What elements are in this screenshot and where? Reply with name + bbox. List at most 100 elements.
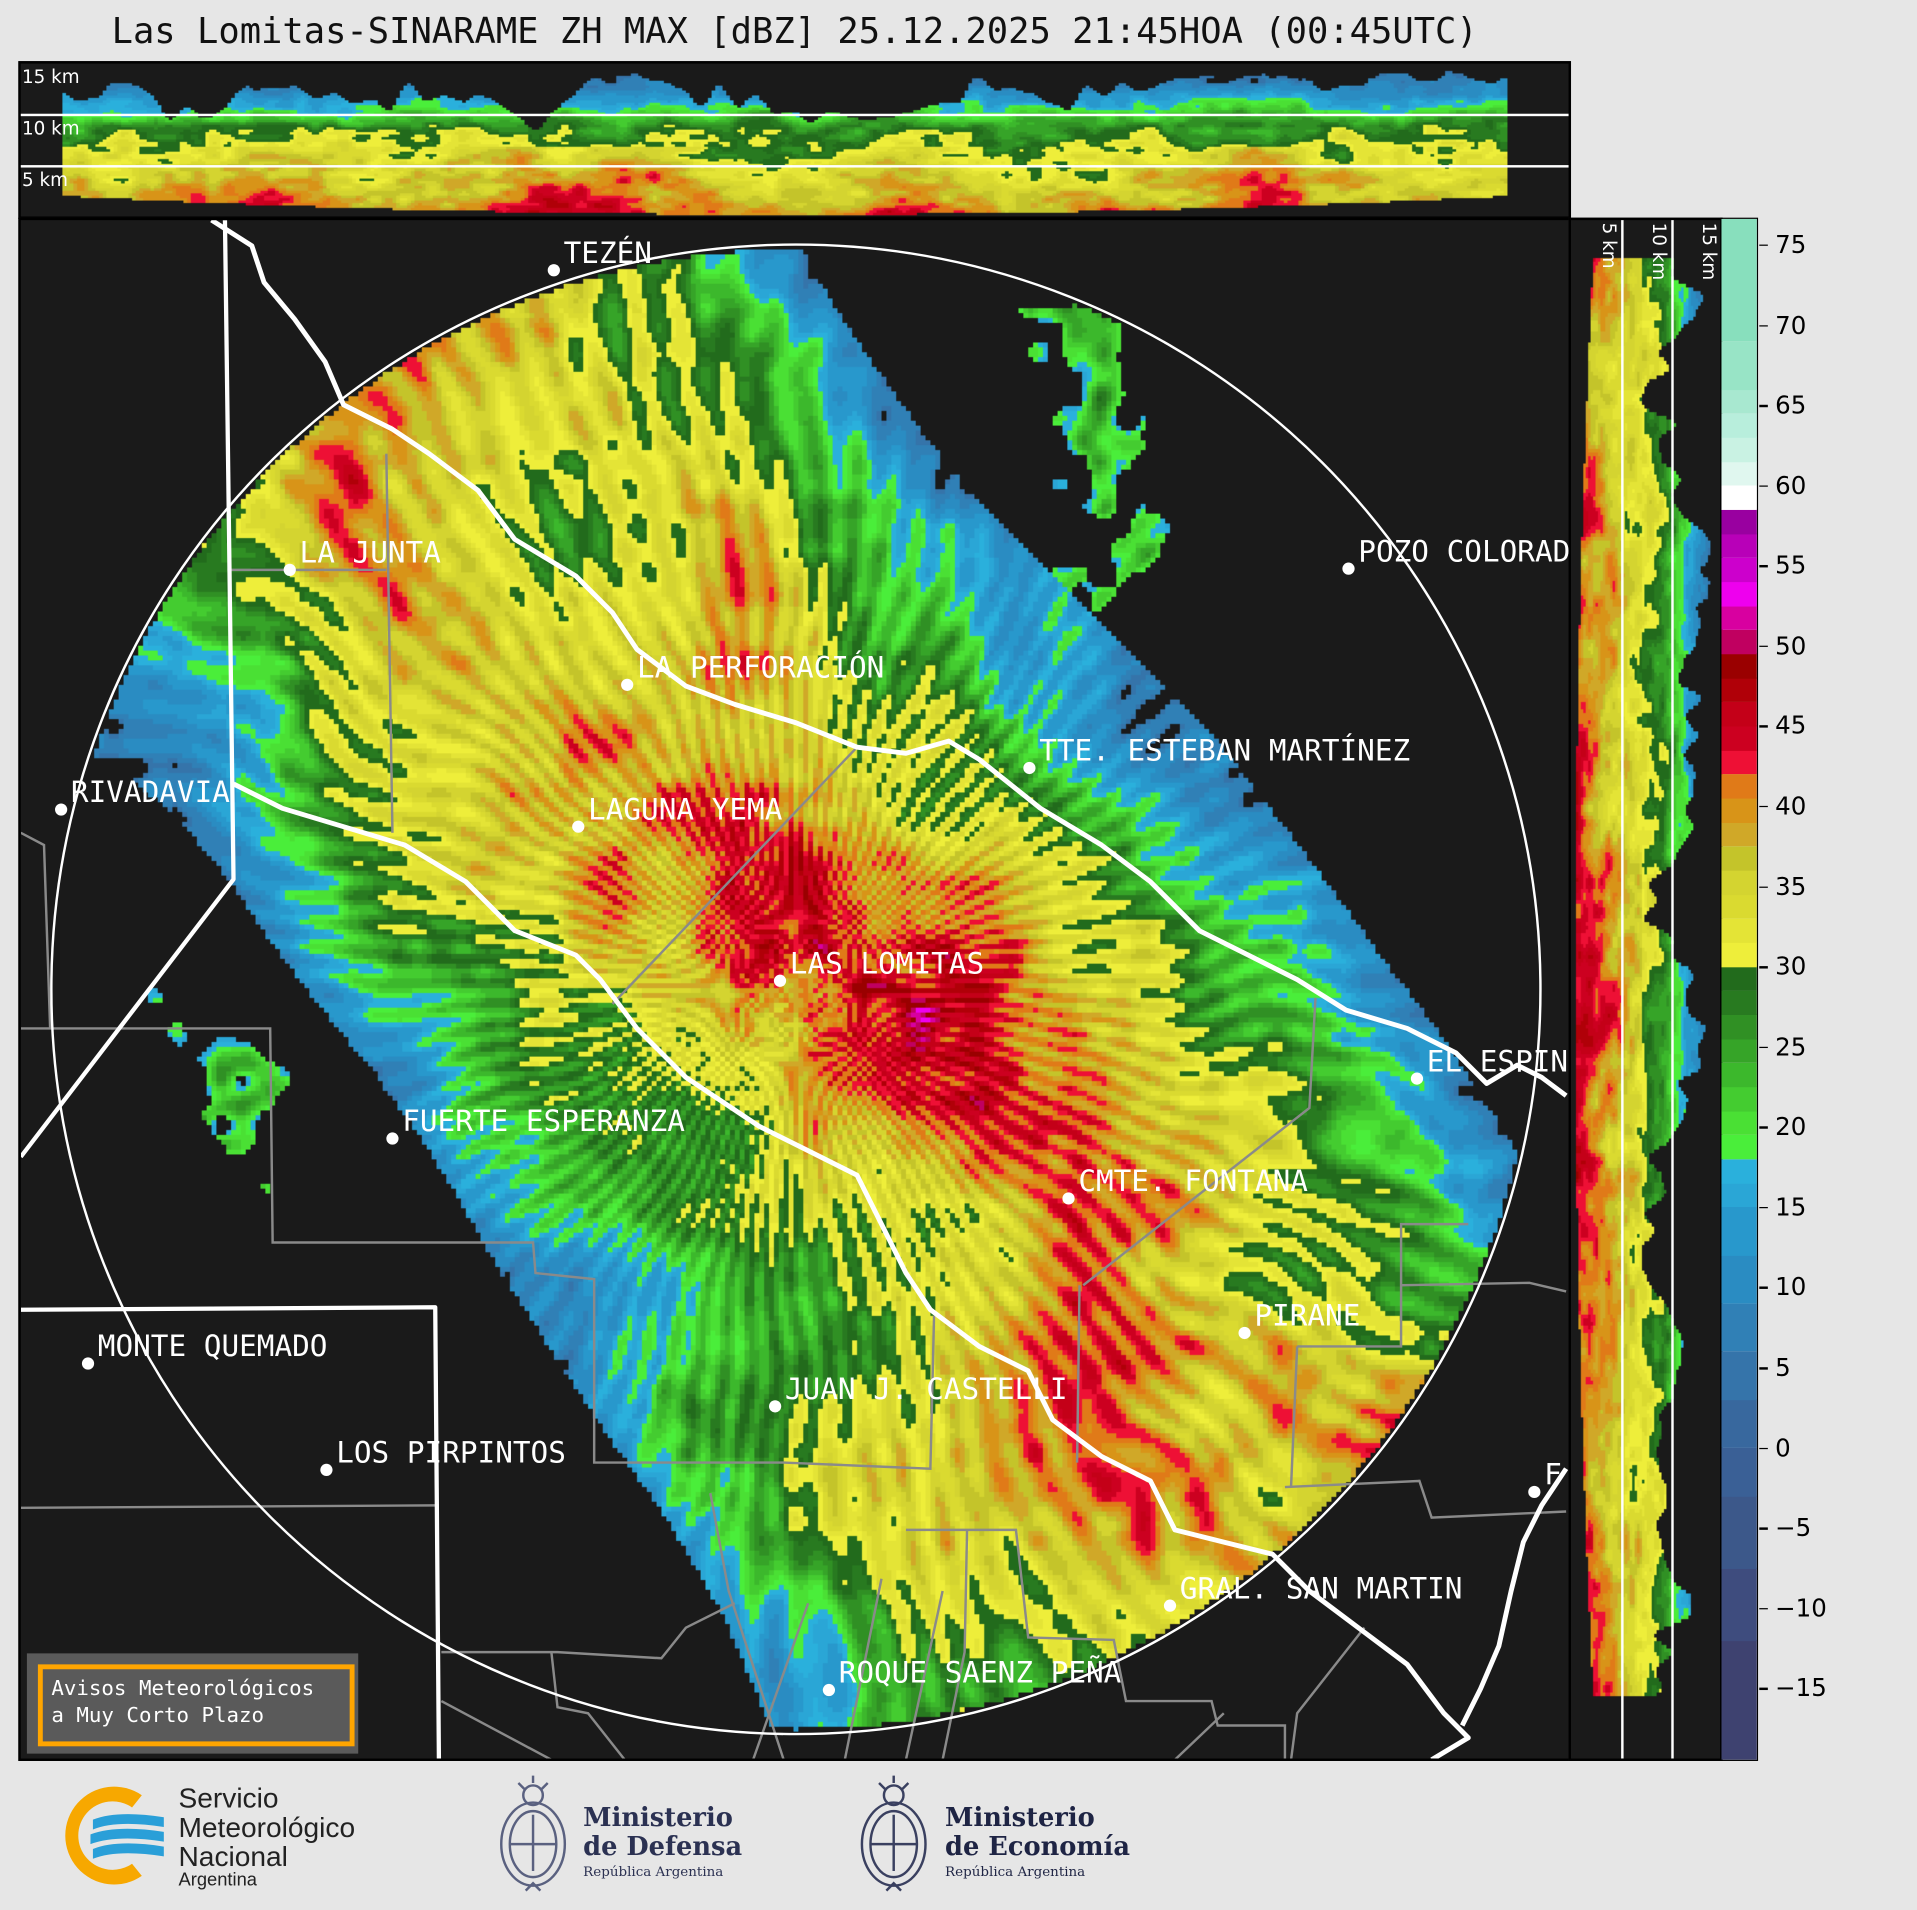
warning-box[interactable]: Avisos Meteorológicos a Muy Corto Plazo bbox=[26, 1653, 359, 1754]
department-line bbox=[905, 1528, 1287, 1759]
colorbar-segment bbox=[1721, 1134, 1757, 1160]
smn-line-3: Nacional bbox=[178, 1840, 288, 1873]
department-line bbox=[1174, 1712, 1225, 1759]
colorbar-segment bbox=[1721, 1303, 1757, 1352]
colorbar-tick bbox=[1759, 244, 1768, 247]
city-label: LA PERFORACIÓN bbox=[636, 650, 885, 685]
colorbar-segment bbox=[1721, 845, 1757, 871]
colorbar-segment bbox=[1721, 485, 1757, 510]
colorbar-segment bbox=[1721, 605, 1757, 631]
colorbar-segment bbox=[1721, 1014, 1757, 1040]
colorbar-tick bbox=[1759, 1046, 1768, 1049]
city-label: LAGUNA YEMA bbox=[588, 792, 783, 827]
colorbar-segment bbox=[1721, 1495, 1757, 1569]
colorbar-segment bbox=[1721, 942, 1757, 967]
city-dot-icon bbox=[769, 1400, 782, 1413]
colorbar-segment bbox=[1721, 509, 1757, 534]
colorbar-tick-label: 50 bbox=[1775, 630, 1807, 661]
colorbar-tick bbox=[1759, 565, 1768, 568]
map-overlay bbox=[20, 220, 1569, 1759]
santiago-border bbox=[20, 1305, 442, 1759]
city-label: FUERTE ESPERANZA bbox=[402, 1104, 685, 1139]
height-label-15km: 15 km bbox=[1698, 222, 1721, 281]
city-dot-icon bbox=[822, 1683, 836, 1697]
colorbar-segment bbox=[1721, 388, 1757, 414]
colorbar-tick bbox=[1759, 404, 1768, 407]
defensa-line-3: República Argentina bbox=[583, 1863, 724, 1880]
smn-line-4: Argentina bbox=[178, 1869, 258, 1891]
city-label: F bbox=[1544, 1457, 1562, 1492]
colorbar-tick bbox=[1759, 1206, 1768, 1209]
colorbar-tick-label: −10 bbox=[1775, 1593, 1827, 1623]
colorbar-tick-label: 35 bbox=[1775, 871, 1807, 901]
colorbar-segment bbox=[1721, 773, 1757, 799]
warning-line-2: a Muy Corto Plazo bbox=[51, 1703, 265, 1728]
colorbar-tick bbox=[1759, 645, 1768, 648]
colorbar-segment bbox=[1721, 1158, 1757, 1184]
city-dot-icon bbox=[320, 1463, 333, 1477]
economia-line-2: de Economía bbox=[945, 1830, 1130, 1862]
colorbar-tick-label: 20 bbox=[1775, 1111, 1807, 1142]
colorbar-segment bbox=[1721, 1351, 1757, 1400]
smn-logo-text: Servicio Meteorológico Nacional Argentin… bbox=[178, 1783, 355, 1891]
colorbar-tick bbox=[1759, 1607, 1768, 1610]
10km-line bbox=[1671, 220, 1674, 1759]
city-label: RIVADAVIA bbox=[70, 775, 230, 810]
height-label-5km: 5 km bbox=[22, 168, 69, 191]
city-label: GRAL. SAN MARTIN bbox=[1179, 1571, 1463, 1606]
colorbar-tick-label: 10 bbox=[1775, 1272, 1807, 1302]
department-line bbox=[20, 1027, 936, 1470]
colorbar-segment bbox=[1721, 1206, 1757, 1256]
city-label: LOS PIRPINTOS bbox=[336, 1435, 566, 1470]
department-line bbox=[1401, 1281, 1567, 1293]
ministerio-defensa-logo: Ministerio de Defensa República Argentin… bbox=[583, 1801, 742, 1884]
department-line bbox=[20, 831, 52, 1029]
smn-line-2: Meteorológico bbox=[178, 1811, 356, 1843]
river-border-south bbox=[232, 781, 1471, 1759]
warning-line-1: Avisos Meteorológicos bbox=[51, 1676, 315, 1702]
defensa-line-1: Ministerio bbox=[583, 1801, 733, 1832]
ministerio-economia-logo: Ministerio de Economía República Argenti… bbox=[945, 1802, 1130, 1884]
colorbar-segment bbox=[1721, 412, 1757, 438]
colorbar-segment bbox=[1721, 1110, 1757, 1136]
radar-range-ring bbox=[50, 243, 1542, 1736]
city-dot-icon bbox=[1528, 1485, 1541, 1499]
5km-line bbox=[1621, 220, 1623, 1759]
city-label: LA JUNTA bbox=[299, 535, 441, 570]
colorbar bbox=[1720, 217, 1759, 1761]
city-label: POZO COLORAD bbox=[1358, 534, 1571, 569]
city-label: ROQUE SAENZ PEÑA bbox=[838, 1655, 1122, 1691]
colorbar-segment bbox=[1721, 749, 1757, 775]
river-east bbox=[1460, 1467, 1569, 1727]
colorbar-tick-label: 60 bbox=[1775, 470, 1807, 500]
colorbar-segment bbox=[1721, 218, 1757, 342]
colorbar-tick bbox=[1759, 725, 1768, 728]
city-dot-icon bbox=[1163, 1599, 1177, 1612]
colorbar-segment bbox=[1721, 1639, 1757, 1760]
department-line bbox=[941, 1529, 969, 1759]
colorbar-tick-label: 5 bbox=[1775, 1352, 1791, 1382]
colorbar-tick bbox=[1759, 966, 1768, 969]
colorbar-segment bbox=[1721, 557, 1757, 583]
colorbar-tick bbox=[1759, 324, 1768, 327]
city-dot-icon bbox=[621, 678, 634, 691]
department-line bbox=[611, 746, 858, 1005]
department-boundaries bbox=[20, 453, 1567, 1759]
coat-of-arms-icon bbox=[860, 1775, 927, 1892]
river-border-north bbox=[210, 220, 1568, 1098]
city-dot-icon bbox=[81, 1357, 95, 1370]
map-title: Las Lomitas-SINARAME ZH MAX [dBZ] 25.12.… bbox=[111, 9, 1478, 52]
city-label: TEZÉN bbox=[563, 236, 652, 271]
department-line bbox=[843, 1578, 883, 1759]
city-dot-icon bbox=[1023, 761, 1036, 775]
colorbar-tick-label: 15 bbox=[1775, 1192, 1807, 1222]
radar-map-panel[interactable]: TEZÉN LA JUNTA POZO COLORAD LA PERFORACIÓN T… bbox=[18, 217, 1572, 1761]
colorbar-segment bbox=[1721, 990, 1757, 1016]
city-label: TTE. ESTEBAN MARTÍNEZ bbox=[1039, 733, 1411, 768]
height-label-5km: 5 km bbox=[1597, 222, 1620, 269]
colorbar-segment bbox=[1721, 653, 1757, 679]
colorbar-segment bbox=[1721, 1182, 1757, 1208]
city-dot-icon bbox=[572, 820, 585, 833]
colorbar-segment bbox=[1721, 436, 1757, 462]
colorbar-segment bbox=[1721, 797, 1757, 823]
